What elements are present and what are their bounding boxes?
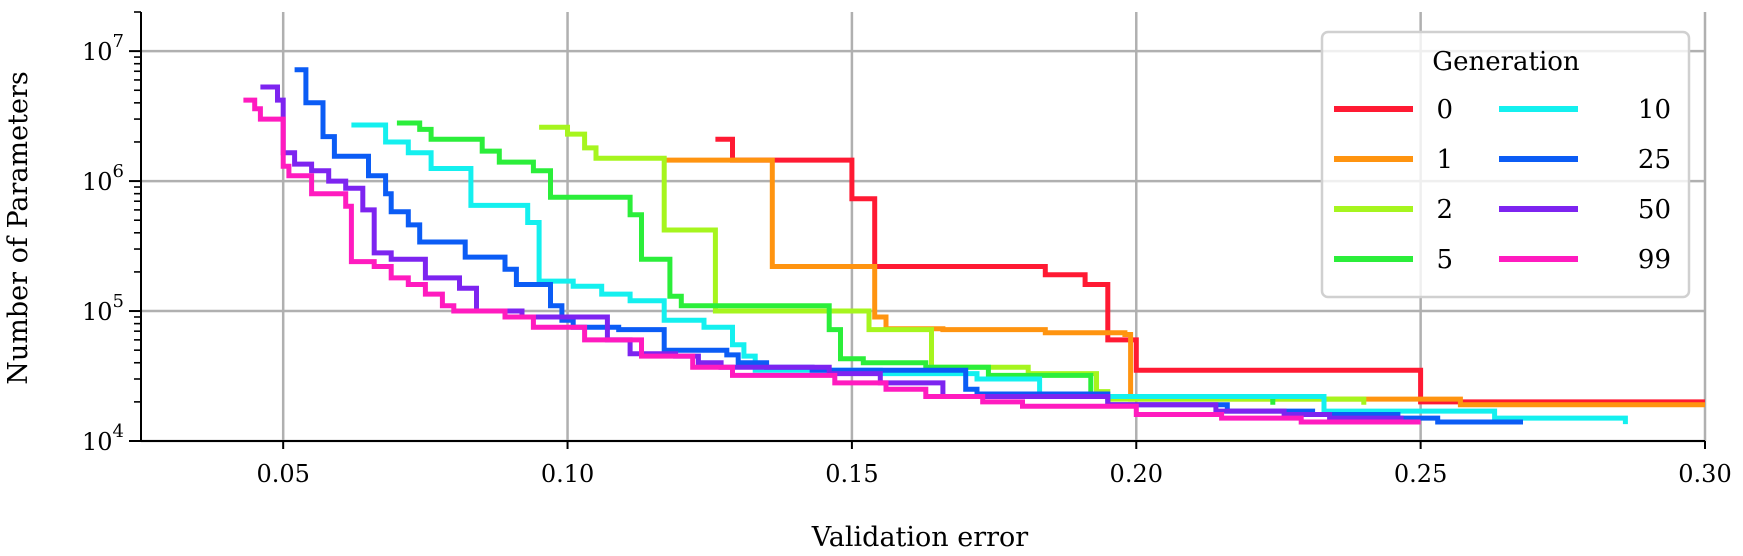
y-tick-label: 104 [82, 421, 124, 456]
x-axis-title: Validation error [811, 522, 1029, 553]
x-tick-label: 0.25 [1394, 460, 1447, 488]
x-tick-label: 0.05 [256, 460, 309, 488]
legend-box [1320, 30, 1691, 299]
legend-label-gen-2: 2 [1436, 195, 1453, 225]
series-line-gen-99 [243, 97, 1421, 425]
x-tick-label: 0.15 [825, 460, 878, 488]
y-axis-title: Number of Parameters [3, 71, 34, 384]
y-tick-label: 106 [82, 161, 124, 196]
legend-label-gen-5: 5 [1436, 245, 1453, 275]
series-line-gen-0 [715, 136, 1705, 405]
x-tick-label: 0.20 [1110, 460, 1163, 488]
x-tick-label: 0.30 [1678, 460, 1731, 488]
legend-label-gen-25: 25 [1638, 145, 1671, 175]
x-tick-label: 0.10 [541, 460, 594, 488]
legend-label-gen-10: 10 [1638, 95, 1671, 125]
legend-label-gen-50: 50 [1638, 195, 1671, 225]
legend-title: Generation [1432, 47, 1580, 77]
series-lines [243, 67, 1705, 425]
y-tick-label: 105 [82, 291, 124, 326]
y-tick-label: 107 [82, 31, 124, 66]
legend-label-gen-99: 99 [1638, 245, 1671, 275]
series-line-gen-50 [260, 84, 1404, 421]
legend-label-gen-1: 1 [1436, 145, 1453, 175]
legend-label-gen-0: 0 [1436, 95, 1453, 125]
series-line-gen-5 [396, 120, 1276, 405]
series-line-gen-10 [351, 122, 1628, 425]
